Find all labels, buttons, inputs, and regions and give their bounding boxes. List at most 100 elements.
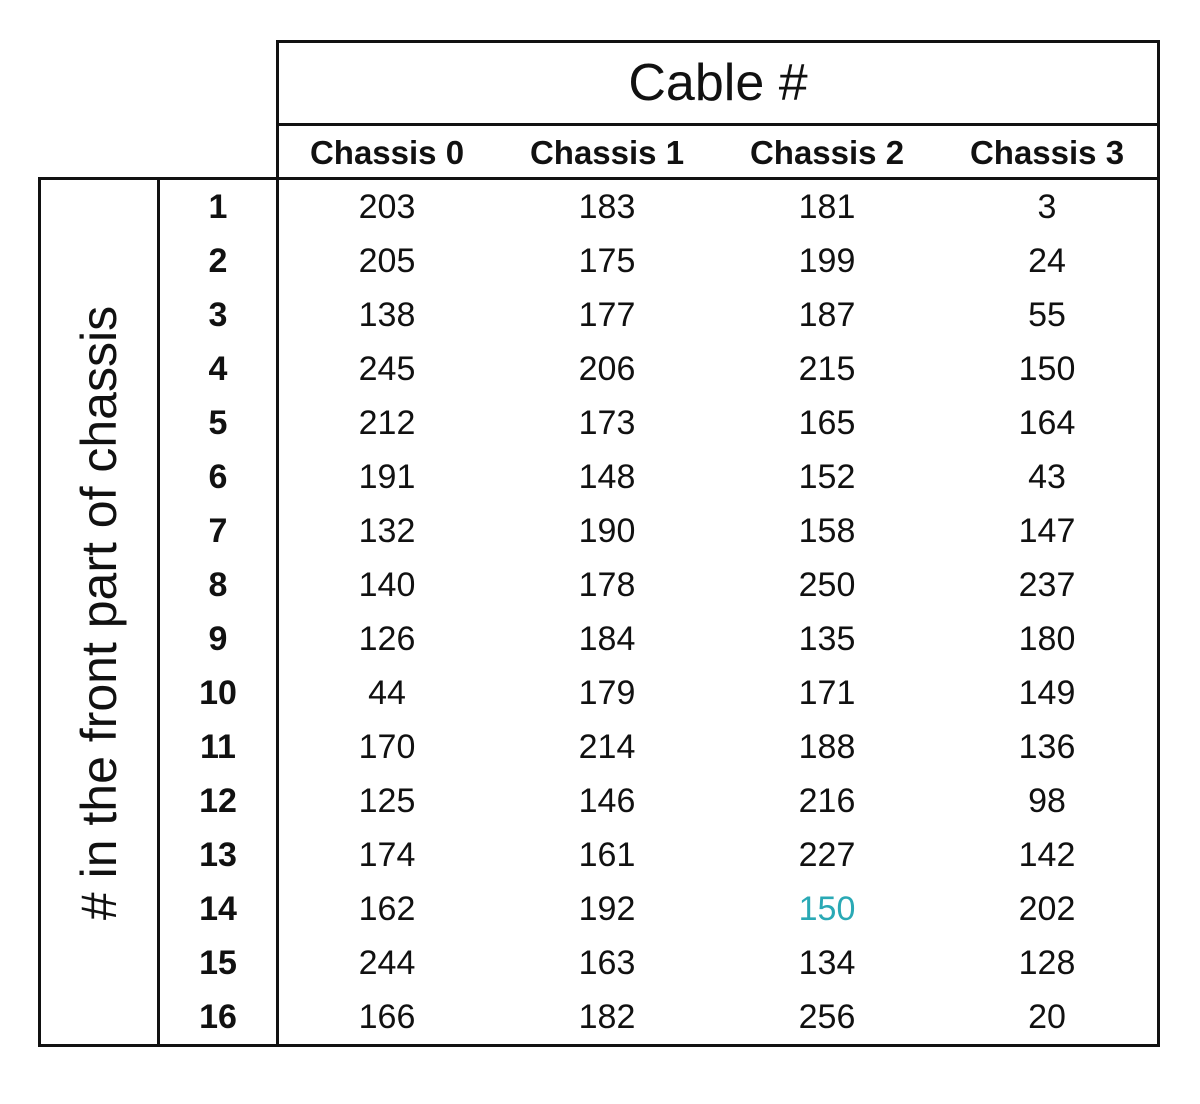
table-cell: 180 [1018,619,1076,658]
table-cell: 164 [1018,403,1076,442]
table-row: 2 205 175 199 24 [160,234,1160,288]
table-cell: 184 [578,619,636,658]
table-cell: 190 [578,511,636,550]
column-header-chassis-2: Chassis 2 [749,134,905,171]
row-index-divider [157,177,160,1047]
table-cell: 132 [358,511,416,550]
table-cell: 214 [578,727,636,766]
table-cell: 128 [1018,943,1076,982]
row-index: 2 [208,241,228,280]
table-row: 10 44 179 171 149 [160,666,1160,720]
table-cell: 135 [798,619,856,658]
table-cell: 205 [358,241,416,280]
column-header-chassis-3: Chassis 3 [969,134,1125,171]
table-cell: 206 [578,349,636,388]
table-cell: 55 [1028,295,1066,334]
table-cell: 146 [578,781,636,820]
table-cell: 134 [798,943,856,982]
table-cell: 147 [1018,511,1076,550]
table-cell-highlighted: 150 [798,889,856,928]
table-cell: 212 [358,403,416,442]
table-row: 15 244 163 134 128 [160,936,1160,990]
table-row: 16 166 182 256 20 [160,990,1160,1044]
table-cell: 179 [578,673,636,712]
table-row: 14 162 192 150 202 [160,882,1160,936]
row-index: 15 [199,943,237,982]
table-cell: 174 [358,835,416,874]
table-cell: 250 [798,565,856,604]
table-cell: 44 [368,673,406,712]
table-cell: 162 [358,889,416,928]
table-cell: 202 [1018,889,1076,928]
table-cell: 149 [1018,673,1076,712]
table-cell: 3 [1037,187,1057,226]
table-cell: 244 [358,943,416,982]
table-cell: 177 [578,295,636,334]
table-cell: 171 [798,673,856,712]
table-row: 5 212 173 165 164 [160,396,1160,450]
row-index: 16 [199,997,237,1036]
row-index: 7 [208,511,228,550]
table-row: 9 126 184 135 180 [160,612,1160,666]
table-cell: 158 [798,511,856,550]
table-cell: 170 [358,727,416,766]
table-cell: 203 [358,187,416,226]
table-cell: 173 [578,403,636,442]
table-row: 8 140 178 250 237 [160,558,1160,612]
column-header-chassis-0: Chassis 0 [309,134,465,171]
table-cell: 256 [798,997,856,1036]
table-cell: 136 [1018,727,1076,766]
table-row: 1 203 183 181 3 [160,180,1160,234]
row-index: 1 [208,187,228,226]
table-cell: 183 [578,187,636,226]
row-index: 11 [200,727,236,766]
table-cell: 165 [798,403,856,442]
table-cell: 237 [1018,565,1076,604]
table-row: 7 132 190 158 147 [160,504,1160,558]
column-header-chassis-1: Chassis 1 [529,134,685,171]
table-cell: 138 [358,295,416,334]
table-cell: 182 [578,997,636,1036]
table-cell: 20 [1028,997,1066,1036]
table-cell: 152 [798,457,856,496]
row-axis-label-text: # in the front part of chassis [71,305,127,921]
table-cell: 192 [578,889,636,928]
table-cell: 142 [1018,835,1076,874]
row-index: 9 [208,619,228,658]
table-row: 12 125 146 216 98 [160,774,1160,828]
row-index: 12 [199,781,237,820]
row-index: 14 [199,889,237,928]
table-cell: 215 [798,349,856,388]
table-cell: 161 [578,835,636,874]
table-title: Cable # [628,54,808,112]
table-cell: 178 [578,565,636,604]
table-cell: 188 [798,727,856,766]
table-cell: 199 [798,241,856,280]
table-cell: 150 [1018,349,1076,388]
row-index: 13 [199,835,237,874]
row-index: 5 [208,403,228,442]
row-index: 10 [199,673,237,712]
table-cell: 181 [798,187,856,226]
table-cell: 140 [358,565,416,604]
table-cell: 187 [798,295,856,334]
table-cell: 163 [578,943,636,982]
table-cell: 191 [358,457,416,496]
row-index: 8 [208,565,228,604]
table-row: 11 170 214 188 136 [160,720,1160,774]
table-cell: 148 [578,457,636,496]
table-cell: 126 [358,619,416,658]
row-index: 4 [208,349,228,388]
table-cell: 24 [1028,241,1066,280]
table-cell: 43 [1028,457,1066,496]
table-cell: 227 [798,835,856,874]
table-cell: 216 [798,781,856,820]
table-cell: 98 [1028,781,1066,820]
table-cell: 166 [358,997,416,1036]
table-row: 4 245 206 215 150 [160,342,1160,396]
table-row: 13 174 161 227 142 [160,828,1160,882]
table-row: 6 191 148 152 43 [160,450,1160,504]
table-row: 3 138 177 187 55 [160,288,1160,342]
table-cell: 245 [358,349,416,388]
table-cell: 175 [578,241,636,280]
